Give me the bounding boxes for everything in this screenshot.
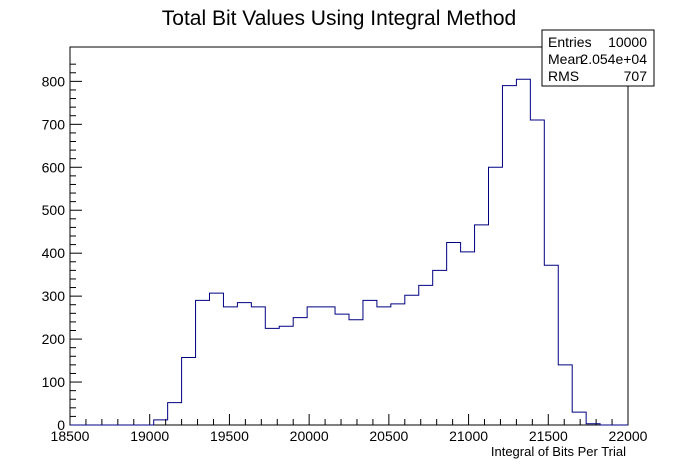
stats-label: Mean — [548, 51, 583, 67]
histogram-bin — [349, 320, 363, 425]
x-axis-title: Integral of Bits Per Trial — [491, 444, 626, 459]
y-tick-label: 800 — [42, 73, 66, 89]
x-tick-label: 22000 — [609, 428, 648, 444]
x-tick-label: 19000 — [130, 428, 169, 444]
y-tick-label: 0 — [57, 417, 65, 433]
histogram-bin — [377, 307, 391, 425]
histogram-bin — [363, 300, 377, 425]
y-tick-label: 500 — [42, 202, 66, 218]
stats-value: 10000 — [608, 34, 647, 50]
x-axis: 18500 19000 19500 20000 20500 21000 21500 22000 — [51, 414, 648, 444]
x-tick-label: 21000 — [449, 428, 488, 444]
histogram-bin — [572, 412, 586, 425]
y-tick-label: 100 — [42, 374, 66, 390]
histogram-bin — [405, 295, 419, 425]
y-axis: 0 100 200 300 400 500 600 700 800 — [42, 63, 82, 433]
histogram-bin — [251, 307, 265, 425]
x-tick-label: 20500 — [369, 428, 408, 444]
histogram-bin — [461, 252, 475, 425]
stats-box-frame — [541, 29, 655, 87]
chart-title: Total Bit Values Using Integral Method — [162, 7, 516, 30]
histogram-bin — [335, 314, 349, 425]
histogram-bin — [223, 307, 237, 425]
histogram-bin — [196, 300, 210, 425]
histogram-bin — [558, 365, 572, 425]
y-tick-label: 300 — [42, 288, 66, 304]
y-tick-label: 700 — [42, 116, 66, 132]
stats-value: 2.054e+04 — [580, 51, 647, 67]
histogram-bin — [210, 293, 224, 425]
histogram-bin — [447, 242, 461, 425]
histogram-bin — [419, 285, 433, 425]
stats-label: RMS — [548, 68, 579, 84]
histogram-bin — [293, 318, 307, 425]
x-tick-label: 21500 — [529, 428, 568, 444]
histogram-outline — [70, 78, 628, 426]
histogram-bin — [237, 303, 251, 425]
histogram-bin — [168, 403, 182, 425]
histogram-bin — [544, 265, 558, 425]
y-tick-label: 600 — [42, 159, 66, 175]
histogram-bin — [391, 304, 405, 425]
stats-label: Entries — [548, 34, 592, 50]
y-tick-label: 200 — [42, 331, 66, 347]
histogram-bin — [307, 307, 321, 425]
histogram-bin — [433, 270, 447, 425]
histogram-bins — [154, 79, 600, 425]
histogram-bin — [475, 225, 489, 425]
histogram-bin — [489, 167, 503, 425]
x-tick-label: 19500 — [210, 428, 249, 444]
histogram-bin — [516, 79, 530, 425]
histogram-bin — [530, 120, 544, 425]
stats-value: 707 — [624, 68, 648, 84]
x-tick-label: 18500 — [51, 428, 90, 444]
histogram-bin — [265, 328, 279, 425]
histogram-bin — [182, 358, 196, 425]
histogram-bin — [321, 307, 335, 425]
x-tick-label: 20000 — [290, 428, 329, 444]
histogram-bin — [502, 86, 516, 425]
y-tick-label: 400 — [42, 245, 66, 261]
histogram-bin — [279, 326, 293, 425]
